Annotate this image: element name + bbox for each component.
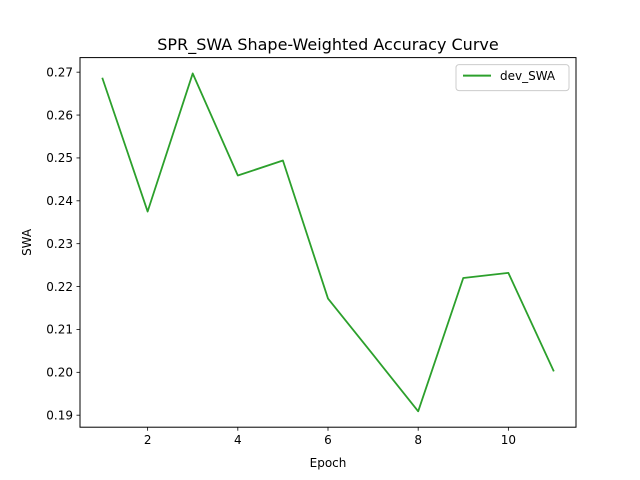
y-tick-label: 0.25 — [46, 151, 73, 165]
y-tick-label: 0.26 — [46, 108, 73, 122]
y-tick-label: 0.22 — [46, 280, 73, 294]
y-tick-label: 0.23 — [46, 237, 73, 251]
y-axis-label: SWA — [20, 228, 34, 256]
y-axis: 0.19 0.20 0.21 0.22 0.23 0.24 0.25 0.26 0.27 — [46, 65, 80, 422]
x-axis-label: Epoch — [310, 456, 347, 470]
x-tick-label: 2 — [144, 433, 152, 447]
x-tick-label: 10 — [501, 433, 516, 447]
y-tick-label: 0.19 — [46, 408, 73, 422]
legend-box — [455, 64, 570, 92]
legend: dev_SWA — [455, 64, 570, 92]
legend-label-dev-swa: dev_SWA — [500, 69, 556, 83]
x-tick-label: 4 — [234, 433, 242, 447]
x-tick-label: 8 — [414, 433, 422, 447]
series-line-dev-swa — [101, 72, 555, 413]
x-axis: 2 4 6 8 10 — [144, 427, 516, 447]
y-tick-label: 0.20 — [46, 366, 73, 380]
plot-area — [101, 72, 555, 413]
y-tick-label: 0.21 — [46, 323, 73, 337]
y-tick-label: 0.27 — [46, 65, 73, 79]
x-tick-label: 6 — [324, 433, 332, 447]
y-tick-label: 0.24 — [46, 194, 73, 208]
chart-title: SPR_SWA Shape-Weighted Accuracy Curve — [157, 35, 498, 55]
